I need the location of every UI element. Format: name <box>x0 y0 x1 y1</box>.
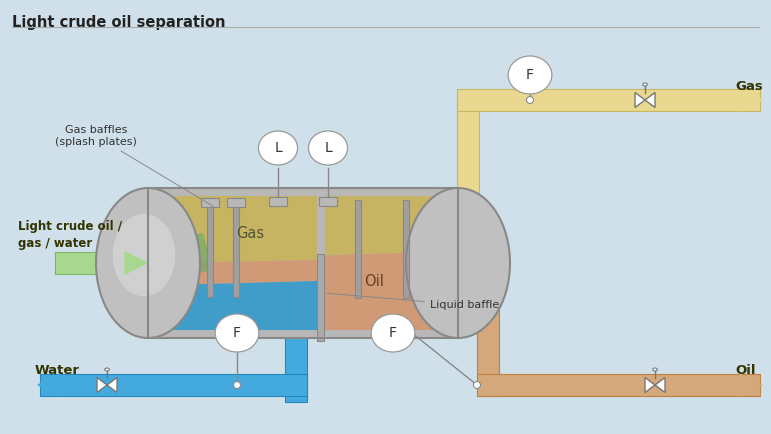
Polygon shape <box>655 378 665 392</box>
FancyBboxPatch shape <box>55 252 148 274</box>
Text: F: F <box>526 68 534 82</box>
Circle shape <box>527 96 534 103</box>
Polygon shape <box>153 196 317 263</box>
Polygon shape <box>125 252 147 274</box>
Text: Oil: Oil <box>364 273 384 289</box>
FancyBboxPatch shape <box>319 197 337 206</box>
Ellipse shape <box>215 314 259 352</box>
Text: L: L <box>274 141 282 155</box>
Text: F: F <box>389 326 397 340</box>
Ellipse shape <box>308 131 348 165</box>
Polygon shape <box>153 281 317 330</box>
Text: Gas: Gas <box>735 80 763 93</box>
Polygon shape <box>740 374 762 396</box>
FancyBboxPatch shape <box>40 374 307 396</box>
Circle shape <box>473 381 480 388</box>
Ellipse shape <box>508 56 552 94</box>
Text: L: L <box>324 141 332 155</box>
Text: Liquid baffle: Liquid baffle <box>327 293 500 310</box>
Polygon shape <box>325 251 453 330</box>
Polygon shape <box>635 92 645 108</box>
FancyBboxPatch shape <box>477 278 499 396</box>
FancyBboxPatch shape <box>285 333 307 402</box>
Text: Gas baffles
(splash plates): Gas baffles (splash plates) <box>55 125 214 207</box>
Ellipse shape <box>258 131 298 165</box>
Polygon shape <box>325 196 453 256</box>
FancyBboxPatch shape <box>403 200 409 297</box>
FancyBboxPatch shape <box>227 198 245 207</box>
Text: Gas: Gas <box>236 226 264 240</box>
Ellipse shape <box>643 83 647 86</box>
Polygon shape <box>740 89 762 111</box>
Ellipse shape <box>96 188 200 338</box>
Circle shape <box>234 381 241 388</box>
FancyBboxPatch shape <box>317 254 324 341</box>
Polygon shape <box>645 378 655 392</box>
Text: Water: Water <box>35 365 80 378</box>
FancyBboxPatch shape <box>207 204 213 297</box>
Polygon shape <box>645 92 655 108</box>
Polygon shape <box>38 374 60 396</box>
FancyBboxPatch shape <box>233 204 239 297</box>
Polygon shape <box>153 233 213 278</box>
Ellipse shape <box>371 314 415 352</box>
Polygon shape <box>107 378 117 392</box>
FancyBboxPatch shape <box>457 100 479 218</box>
Ellipse shape <box>113 214 175 296</box>
Ellipse shape <box>653 368 657 371</box>
Text: Oil: Oil <box>735 365 756 378</box>
FancyBboxPatch shape <box>457 89 760 111</box>
Ellipse shape <box>406 188 510 338</box>
FancyBboxPatch shape <box>269 197 287 206</box>
Text: Light crude oil separation: Light crude oil separation <box>12 15 225 30</box>
FancyBboxPatch shape <box>355 200 361 297</box>
Polygon shape <box>153 260 317 286</box>
FancyBboxPatch shape <box>148 188 458 338</box>
FancyBboxPatch shape <box>201 198 219 207</box>
FancyBboxPatch shape <box>477 374 760 396</box>
Polygon shape <box>97 378 107 392</box>
Ellipse shape <box>105 368 109 371</box>
Text: Light crude oil /
gas / water: Light crude oil / gas / water <box>18 220 122 250</box>
Text: F: F <box>233 326 241 340</box>
